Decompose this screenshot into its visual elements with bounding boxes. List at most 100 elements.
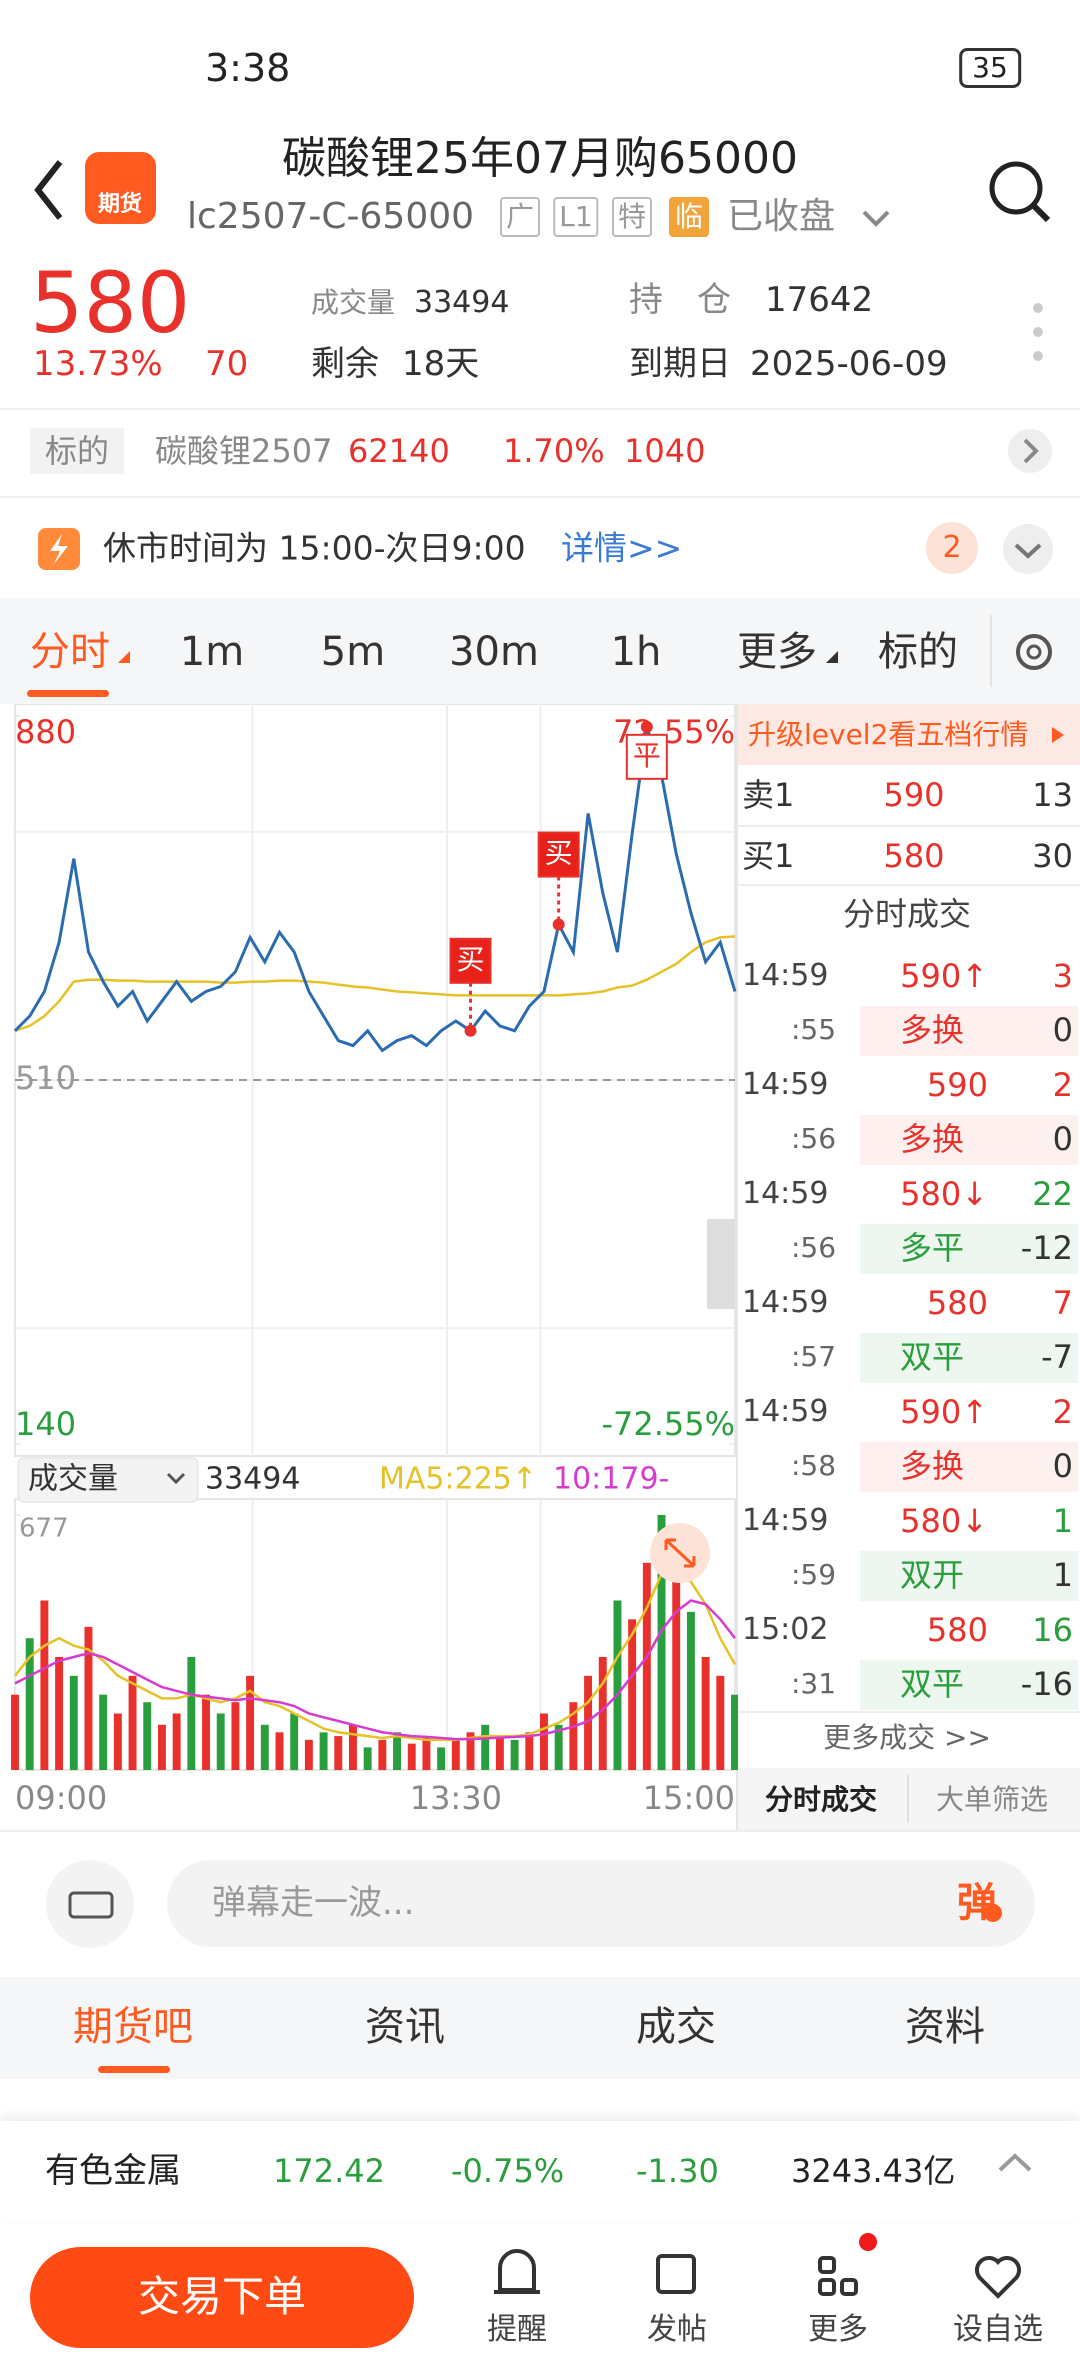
tag: L1 (553, 197, 599, 237)
annotation-label: 买 (545, 837, 573, 870)
badge-icon[interactable] (85, 152, 156, 224)
more-icon[interactable] (818, 2256, 836, 2274)
status-time: 3:38 (205, 46, 291, 90)
trade-kind: 双开 (899, 1556, 965, 1594)
x-tick-label: 13:30 (410, 1779, 502, 1817)
trade-kind-bg (860, 1115, 1078, 1165)
period-tab[interactable]: 1m (179, 629, 245, 675)
section-tab[interactable]: 期货吧 (73, 2004, 193, 2050)
expand-glyph (664, 1538, 696, 1568)
section-tab[interactable]: 资讯 (365, 2004, 445, 2050)
underlying-arrow[interactable] (1008, 429, 1052, 473)
panel-tabs-bg (738, 1768, 1080, 1830)
y-tick-label: 140 (15, 1405, 76, 1443)
state-chevron[interactable] (862, 210, 890, 227)
book-qty: 30 (1032, 837, 1073, 875)
tab-separator (990, 615, 992, 687)
nav-item[interactable]: 提醒 (487, 2312, 547, 2347)
volume-bar (25, 1638, 34, 1770)
panel-tab[interactable]: 大单筛选 (935, 1783, 1049, 1816)
danmu-button[interactable]: 弹 (957, 1880, 997, 1926)
trade-time: 14:59 (742, 1285, 829, 1320)
trade-time: 14:59 (742, 1176, 829, 1211)
bell-icon[interactable] (494, 2249, 540, 2294)
more-dot (1033, 327, 1043, 337)
trade-time: 15:02 (742, 1612, 829, 1647)
book-side: 买1 (742, 837, 795, 875)
trade-time: 14:59 (742, 1503, 829, 1538)
section-tab[interactable]: 成交 (636, 2004, 716, 2050)
post-icon[interactable] (656, 2254, 696, 2294)
trade-button[interactable] (30, 2247, 414, 2348)
trade-kind-bg (860, 1006, 1078, 1056)
right-panel-border (736, 704, 738, 1830)
period-tab[interactable]: 1h (610, 629, 662, 675)
more-dot[interactable] (1033, 303, 1043, 313)
remaining: 18天 (402, 344, 480, 384)
period-tab[interactable]: 标的 (878, 629, 958, 675)
title: 碳酸锂25年07月购65000 (282, 133, 798, 184)
panel-tab[interactable]: 分时成交 (764, 1783, 878, 1816)
underlying-label: 标的 (44, 432, 110, 470)
underlying-name: 碳酸锂2507 (155, 432, 333, 470)
volume-bar (393, 1732, 402, 1770)
expiry-label: 到期日 (629, 344, 731, 384)
side-handle (707, 1219, 735, 1309)
price-line (13, 726, 737, 1053)
search-icon[interactable] (989, 161, 1043, 215)
volume-bar (540, 1713, 548, 1770)
trade-oi-change: 0 (1052, 1120, 1073, 1158)
volume-bar (40, 1600, 49, 1770)
volume-bar (716, 1675, 725, 1770)
trade-price: 590↑ (900, 957, 988, 995)
average-line (14, 935, 736, 1032)
volume-bar (69, 1675, 78, 1770)
trade-price: 580↓ (900, 1175, 988, 1213)
nav-item[interactable]: 更多 (808, 2312, 868, 2347)
level2-banner[interactable]: 升级level2看五档行情 (748, 718, 1029, 751)
period-tab[interactable]: 5m (320, 629, 386, 675)
back-icon[interactable] (34, 160, 63, 220)
annotation-dot (464, 1024, 477, 1037)
volume-bar (157, 1724, 166, 1770)
trade-kind-bg (860, 1660, 1078, 1710)
period-tab[interactable]: 分时 (30, 629, 110, 675)
volume-bar (701, 1657, 710, 1770)
book-divider (738, 884, 1080, 886)
section-tab-underline (98, 2066, 170, 2073)
trade-kind-bg (860, 1442, 1078, 1492)
tab-bar-bg (0, 598, 1080, 704)
more-trades[interactable]: 更多成交 >> (823, 1721, 991, 1754)
volume-bar (672, 1581, 681, 1770)
volume-bar (422, 1736, 431, 1770)
more-red-dot (859, 2233, 877, 2251)
underlying-arrow-glyph (1023, 438, 1039, 464)
x-tick-label: 09:00 (15, 1779, 107, 1817)
header-divider (0, 408, 1080, 410)
y2-tick-label: -72.55% (601, 1405, 735, 1443)
trade-qty: 2 (1052, 1393, 1073, 1431)
danmu-icon[interactable] (46, 1860, 134, 1948)
sector-bar[interactable] (0, 2121, 1080, 2221)
volume-bar (642, 1562, 651, 1770)
notice-link[interactable]: 详情>> (561, 528, 683, 568)
nav-item[interactable]: 设自选 (953, 2312, 1043, 2347)
market-state[interactable]: 已收盘 (727, 196, 836, 237)
more-icon-part (840, 2278, 858, 2296)
trade-button-label[interactable]: 交易下单 (137, 2272, 307, 2321)
watchlist-icon[interactable] (974, 2255, 1022, 2299)
section-tab[interactable]: 资料 (905, 2004, 985, 2050)
ma-line (14, 1599, 736, 1741)
period-tab[interactable]: 30m (449, 629, 539, 675)
volume-dropdown[interactable] (17, 1457, 199, 1503)
notice-count-bg[interactable] (926, 522, 978, 574)
trade-oi-change: -16 (1020, 1665, 1073, 1703)
nav-item[interactable]: 发帖 (647, 2312, 707, 2347)
danmu-input[interactable] (167, 1860, 1035, 1947)
trade-kind: 多换 (899, 1011, 965, 1049)
last-price: 580 (30, 254, 191, 352)
notice-toggle[interactable] (1003, 524, 1053, 574)
period-tab[interactable]: 更多 (737, 629, 817, 675)
trade-time: 14:59 (742, 958, 829, 993)
